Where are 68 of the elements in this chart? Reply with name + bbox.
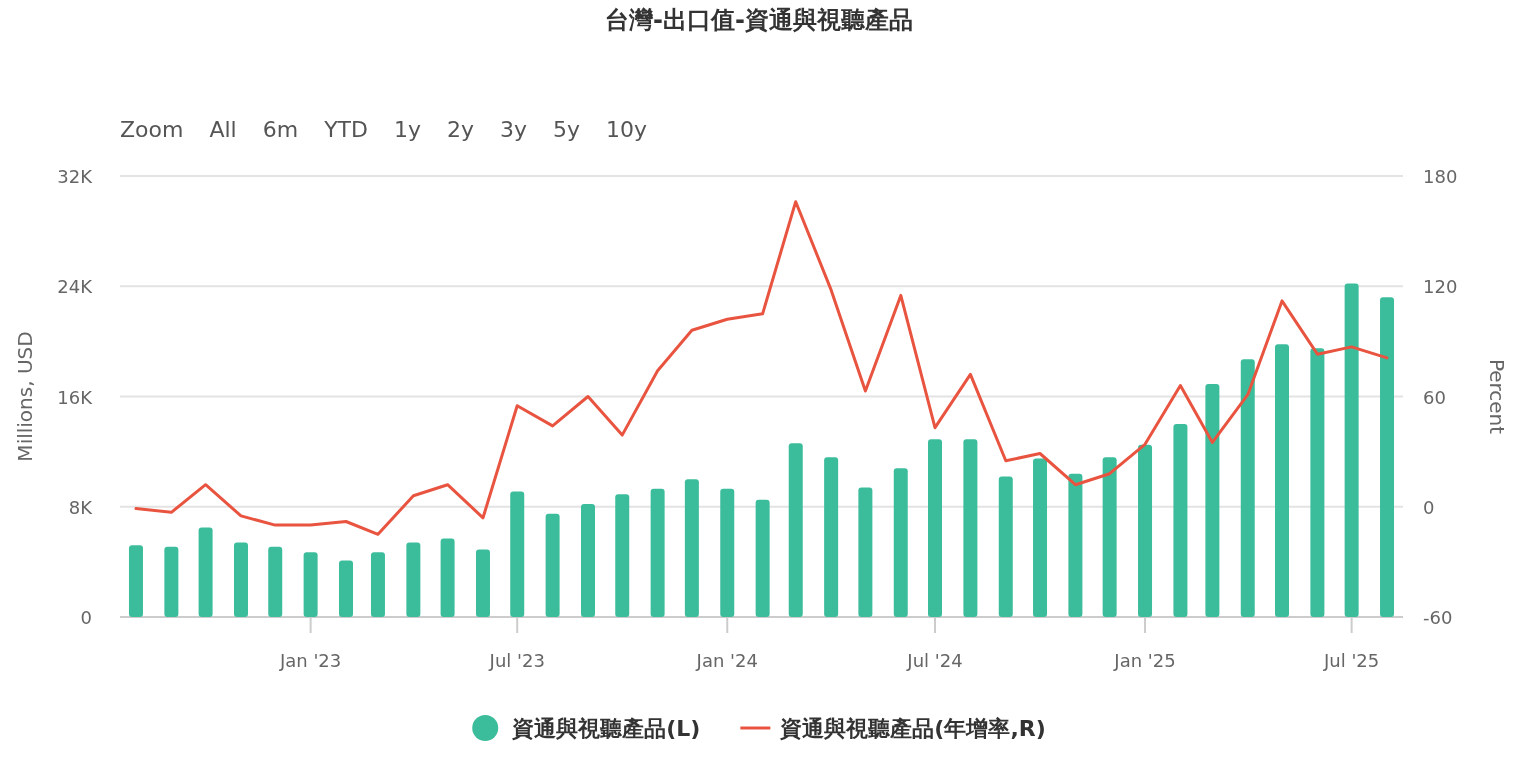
bar — [1275, 344, 1290, 617]
bar — [893, 468, 908, 617]
line-series — [134, 200, 1389, 536]
bar — [1173, 424, 1188, 617]
legend-label: 資通與視聽產品(年增率,R) — [779, 716, 1046, 741]
legend-label: 資通與視聽產品(L) — [511, 716, 701, 741]
x-tick-label: Jan '25 — [1113, 650, 1176, 671]
y-axis-title: Millions, USD — [13, 331, 37, 462]
x-tick-label: Jul '25 — [1322, 650, 1380, 671]
x-tick-label: Jan '23 — [278, 650, 342, 671]
y2-tick-label: 120 — [1423, 276, 1458, 298]
x-tick-label: Jul '23 — [488, 650, 545, 671]
text: 6m — [262, 117, 299, 142]
text: YTD — [323, 117, 368, 142]
bar — [1344, 283, 1359, 617]
text: Zoom — [120, 117, 184, 142]
bar — [650, 488, 665, 617]
bar — [510, 491, 525, 617]
y-tick-label: 16K — [57, 386, 94, 408]
bar — [475, 549, 490, 617]
text: 10y — [606, 117, 648, 142]
bar — [303, 552, 318, 617]
y-tick-label: 8K — [68, 496, 94, 518]
bar — [963, 439, 978, 617]
y-tick-label: 24K — [57, 276, 94, 298]
bar — [1102, 457, 1117, 617]
bar — [824, 457, 839, 617]
x-tick-label: Jul '24 — [906, 650, 963, 671]
bar — [684, 479, 699, 617]
text: 5y — [553, 117, 581, 142]
bar — [198, 527, 213, 617]
y2-axis-title: Percent — [1485, 358, 1509, 435]
bar — [1380, 297, 1395, 617]
bar — [440, 538, 455, 617]
y2-tick-label: 180 — [1423, 166, 1458, 187]
bar — [858, 487, 873, 617]
bar — [615, 494, 630, 617]
bar — [1310, 348, 1325, 617]
text: 1y — [393, 117, 421, 142]
bar — [998, 476, 1013, 617]
x-tick-label: Jan '24 — [695, 650, 758, 671]
bar — [234, 542, 248, 617]
text: All — [209, 117, 237, 142]
chart-title: 台灣-出口值-資通與視聽產品 — [605, 6, 913, 34]
text: 3y — [500, 117, 528, 142]
bar — [1240, 359, 1255, 617]
y-tick-label: 0 — [80, 607, 92, 628]
bar — [755, 499, 770, 617]
y2-tick-label: -60 — [1423, 607, 1453, 628]
bar — [1138, 444, 1153, 617]
bar — [164, 546, 179, 617]
bar — [339, 560, 354, 617]
y-tick-label: 32K — [57, 166, 94, 187]
bar — [581, 503, 595, 617]
bar — [370, 552, 385, 617]
text: 2y — [447, 117, 475, 142]
y2-tick-label: 60 — [1423, 386, 1446, 408]
bar — [928, 439, 942, 617]
bar — [1205, 384, 1220, 617]
bar — [1068, 473, 1083, 617]
bar — [720, 488, 735, 617]
bar — [1033, 458, 1048, 617]
y2-tick-label: 0 — [1423, 496, 1435, 518]
bar — [788, 443, 803, 617]
bar — [406, 542, 421, 617]
bar — [545, 513, 560, 617]
bar — [128, 545, 143, 617]
bar — [268, 546, 283, 617]
